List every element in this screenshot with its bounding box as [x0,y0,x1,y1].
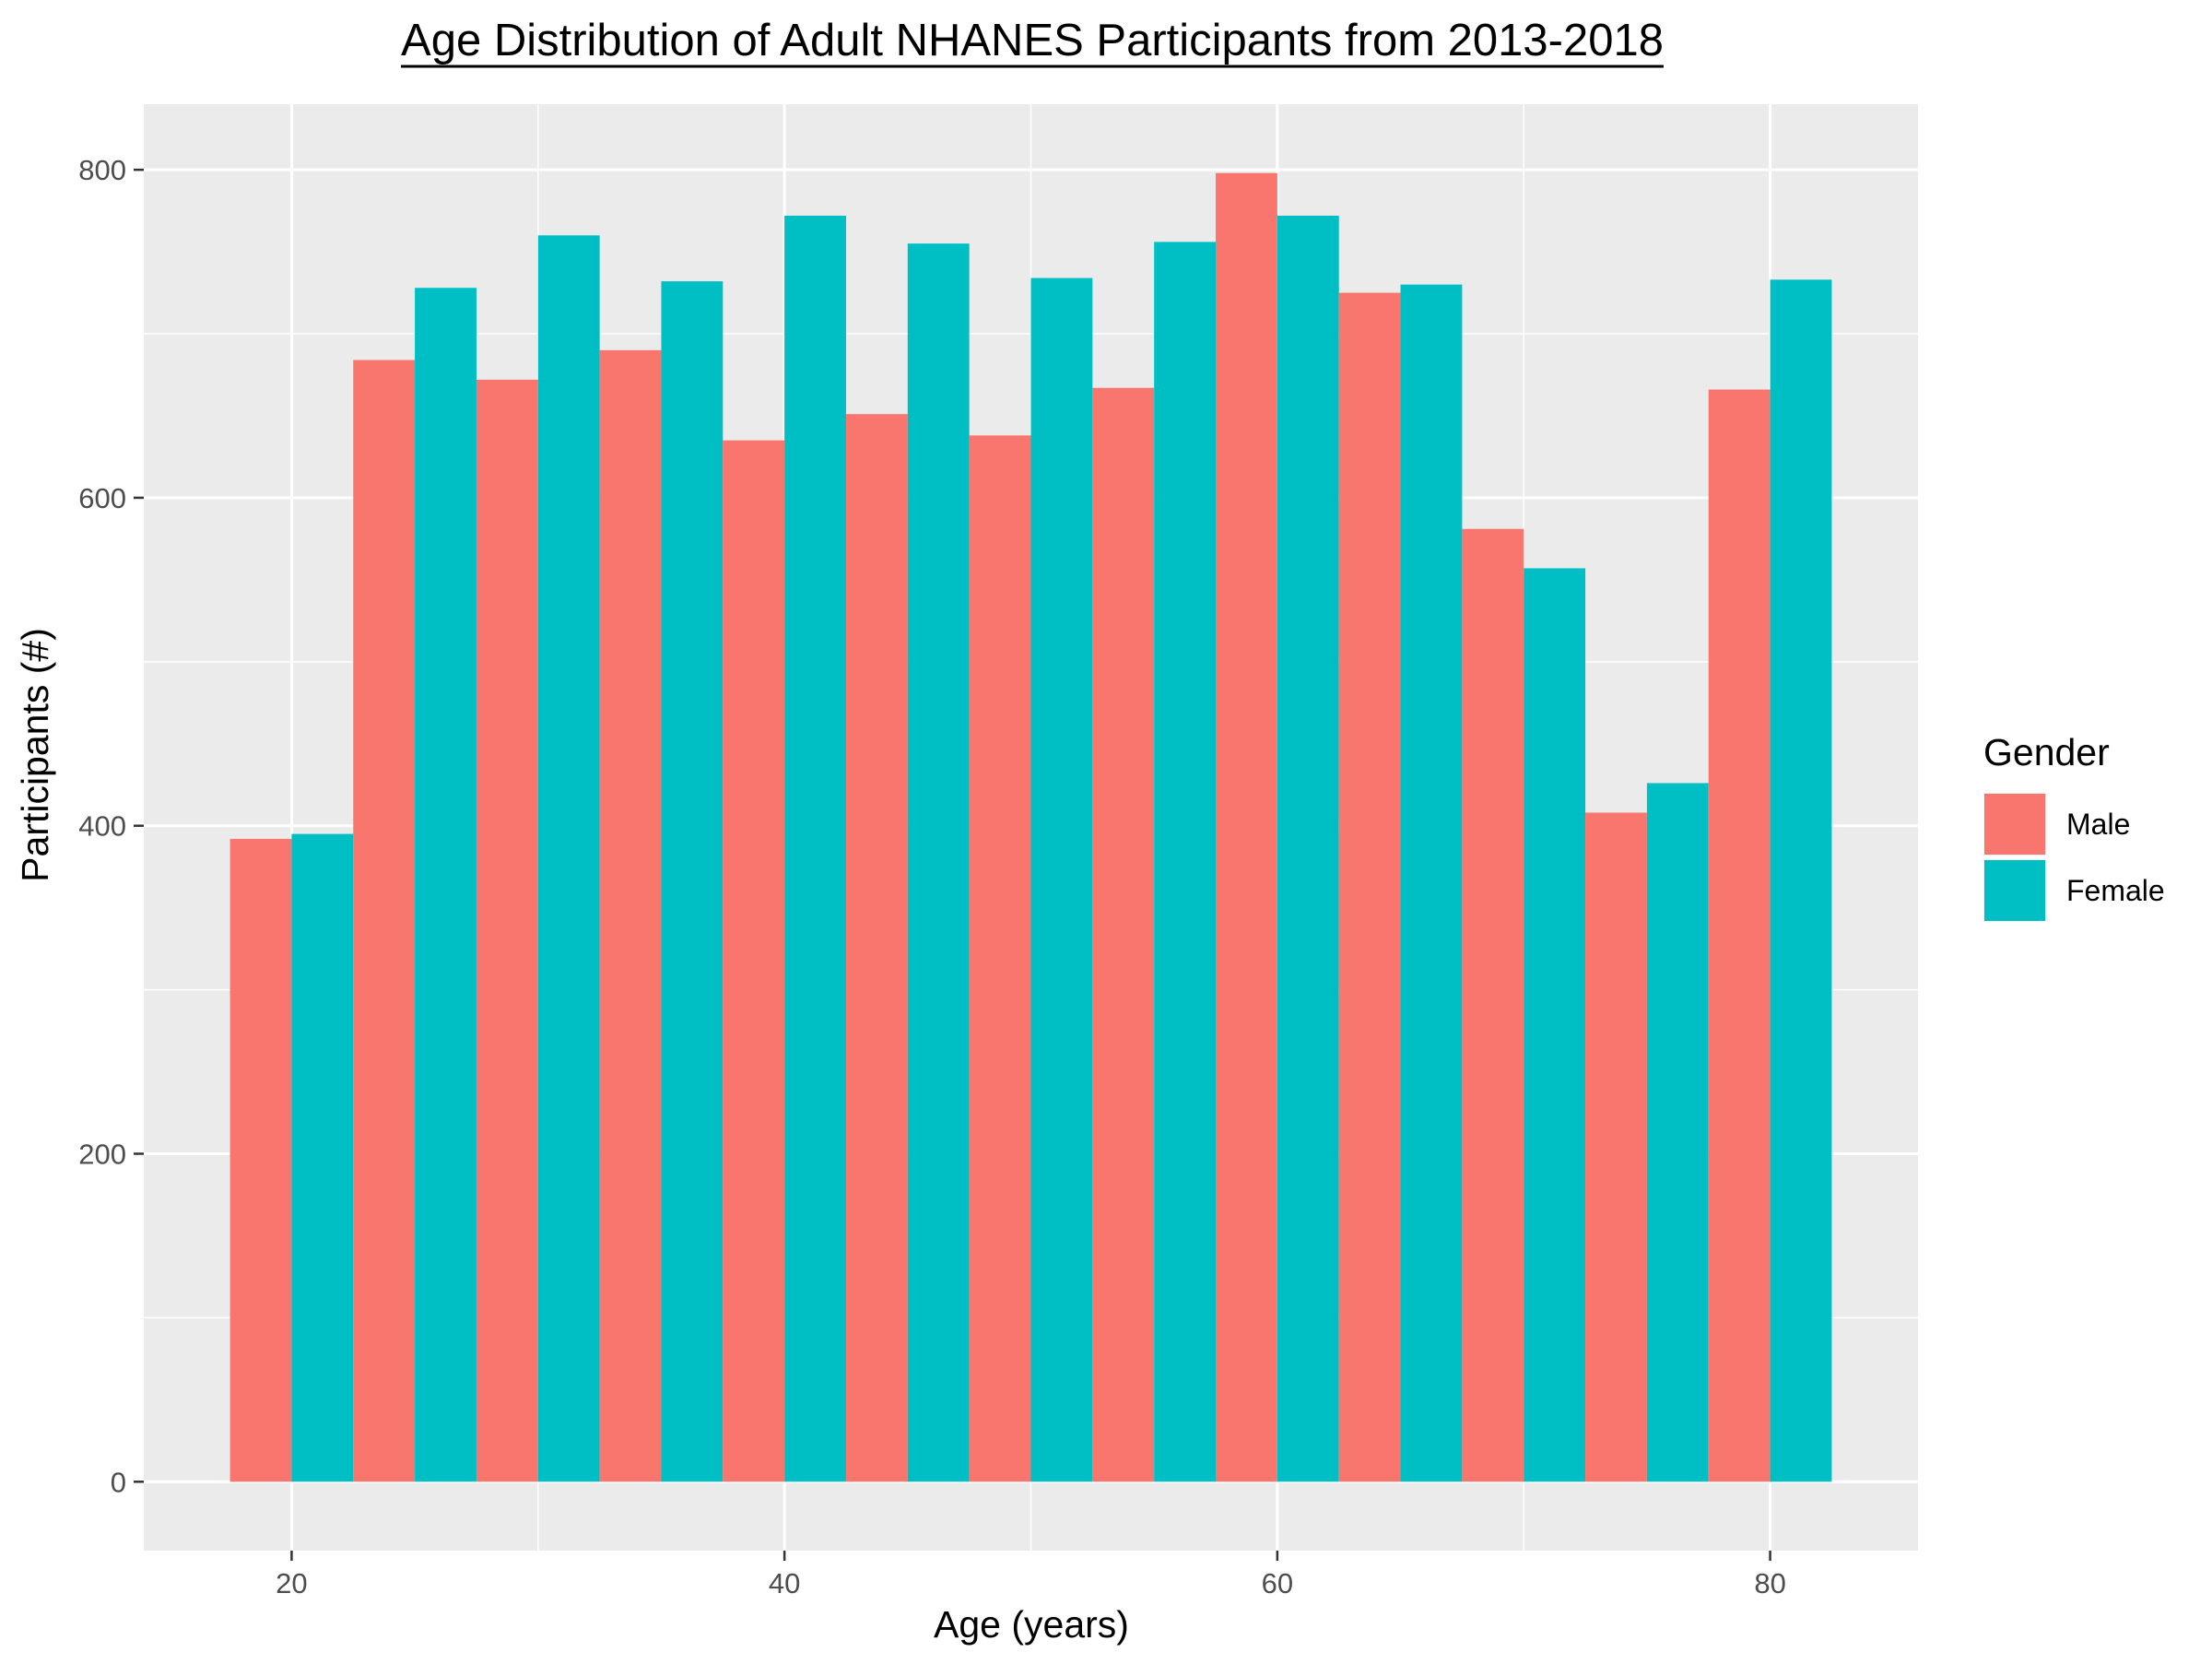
bar-female-4 [784,215,846,1482]
legend-title: Gender [1983,731,2110,773]
x-axis-title: Age (years) [934,1603,1129,1646]
y-tick-label: 200 [78,1139,126,1171]
bar-female-2 [537,235,600,1482]
bar-male-11 [1585,812,1647,1482]
bar-male-12 [1708,389,1771,1482]
x-tick-label: 80 [1754,1567,1785,1599]
bar-male-1 [353,360,416,1482]
bar-female-8 [1277,215,1339,1482]
chart-title-group: Age Distribution of Adult NHANES Partici… [401,16,1664,68]
y-tick-label: 0 [111,1466,126,1498]
y-tick-label: 400 [78,810,126,843]
bar-male-10 [1462,528,1524,1482]
legend-swatch-male [1984,794,2045,855]
bar-male-5 [845,414,908,1482]
bar-male-2 [476,379,538,1482]
y-axis-title: Participants (#) [14,628,56,882]
bar-male-3 [599,349,662,1482]
bar-female-9 [1400,284,1463,1482]
bar-male-6 [969,435,1031,1482]
bar-male-9 [1338,292,1401,1482]
bar-female-0 [291,833,354,1482]
legend-items: Male Female [1983,793,2165,922]
bar-male-8 [1216,172,1277,1482]
bar-female-5 [907,243,970,1482]
bar-female-10 [1524,568,1586,1482]
y-axis: 0 200 400 600 800 [78,154,144,1498]
bars [229,172,1832,1482]
y-tick-label: 800 [78,154,126,186]
bar-female-1 [415,288,477,1482]
legend-swatch-female [1984,860,2045,921]
x-tick-label: 60 [1262,1567,1293,1599]
bar-female-6 [1030,277,1093,1482]
legend-label-female: Female [2066,874,2165,907]
bar-female-7 [1154,242,1217,1482]
bar-male-7 [1092,387,1155,1482]
bar-female-12 [1770,279,1832,1482]
bar-male-4 [723,440,785,1482]
x-tick-label: 40 [769,1567,800,1599]
chart-title: Age Distribution of Adult NHANES Partici… [401,16,1664,65]
bar-female-3 [661,281,724,1482]
x-axis: 20 40 60 80 [276,1551,1786,1599]
legend: Gender Male Female [1983,731,2165,922]
bar-female-11 [1646,783,1709,1482]
x-tick-label: 20 [276,1567,307,1599]
legend-label-male: Male [2066,808,2130,841]
bar-male-0 [229,838,292,1482]
y-tick-label: 600 [78,482,126,514]
